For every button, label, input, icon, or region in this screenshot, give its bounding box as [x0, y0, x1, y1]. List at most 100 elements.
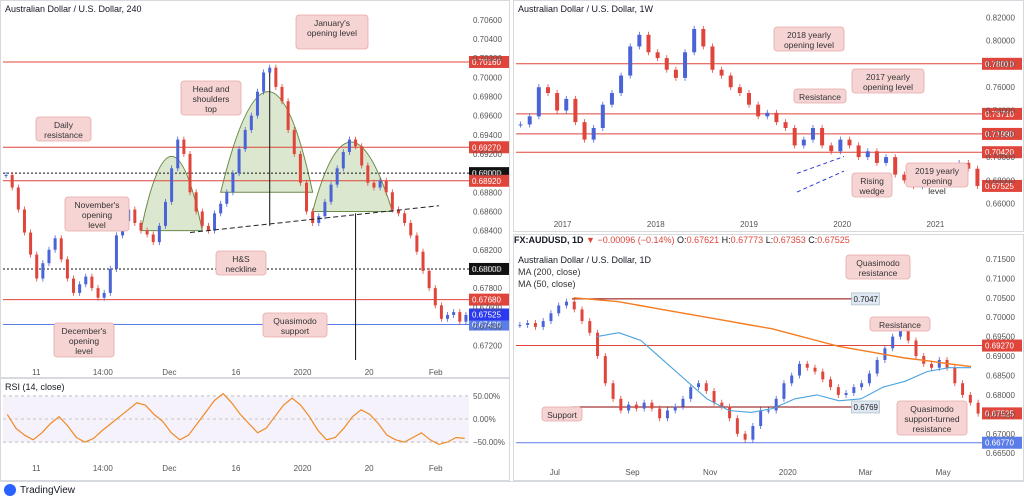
weekly-candle-body	[756, 104, 761, 117]
daily-level-box	[851, 292, 880, 306]
daily-candle-body	[836, 387, 840, 395]
daily-candle-body	[852, 387, 856, 393]
annotation-daily-resistance-bg	[869, 316, 931, 332]
h4-level-label: 0.67420	[472, 321, 501, 330]
annotation-2018-opening: opening level	[784, 40, 834, 50]
h4-candle-body	[59, 238, 63, 260]
open-label: O:	[677, 235, 687, 245]
daily-level-box	[851, 400, 880, 414]
h4-candle-body	[157, 225, 161, 243]
weekly-level-tag	[982, 146, 1022, 159]
rsi-series-line	[6, 392, 465, 446]
weekly-candle-body	[619, 75, 624, 94]
h4-last-price-tag	[469, 308, 509, 321]
daily-candle-body	[805, 363, 809, 368]
rsi-panel[interactable]: RSI (14, close) 50.00% 0.00% −50.00% 11 14:0…	[0, 378, 510, 481]
rsi-y-tick: 0.00%	[473, 415, 496, 424]
h4-candle-body	[213, 213, 217, 231]
h4-candle-body	[280, 86, 284, 102]
daily-chart-panel[interactable]: FX:AUDUSD, 1D ▼ −0.00096 (−0.14%) O:0.67…	[513, 234, 1024, 481]
annotation-december-opening: December's	[61, 326, 106, 336]
h4-candle-body	[65, 259, 69, 279]
weekly-candle-body	[683, 52, 688, 78]
rsi-y-tick: −50.00%	[473, 438, 505, 447]
weekly-last-price-label: 0.67525	[985, 182, 1014, 191]
h4-candle-body	[163, 201, 167, 226]
weekly-candle-body	[555, 93, 560, 111]
h4-candle-body	[170, 168, 174, 202]
daily-candle-body	[619, 398, 623, 411]
weekly-candle-body	[865, 151, 870, 158]
h4-candle-body	[139, 222, 143, 231]
hs-neckline	[189, 205, 440, 234]
daily-y-tick: 0.71500	[986, 255, 1015, 264]
h4-y-tick: 0.67400	[473, 322, 502, 331]
h4-candle-body	[182, 139, 186, 154]
daily-level-label: 0.69270	[985, 342, 1014, 351]
daily-candle-body	[813, 367, 817, 372]
rsi-x-tick: 16	[232, 464, 241, 473]
tradingview-logo[interactable]: TradingView	[4, 484, 75, 496]
h4-level-tag	[469, 293, 509, 306]
weekly-candle-body	[792, 127, 797, 146]
annotation-rising-wedge: wedge	[858, 186, 884, 196]
wedge-upper-line	[796, 156, 845, 174]
daily-candle-body	[642, 402, 646, 409]
h4-candle-body	[231, 173, 235, 193]
annotation-head-shoulders-bg	[180, 80, 242, 116]
h4-y-tick: 0.70200	[473, 54, 502, 63]
h4-candle-body	[108, 268, 112, 293]
ma200-label: MA (200, close)	[518, 267, 581, 277]
rsi-x-tick: 11	[32, 464, 41, 473]
h4-y-tick: 0.68200	[473, 246, 502, 255]
daily-candle-body	[603, 356, 607, 384]
daily-candle-body	[634, 404, 638, 409]
weekly-candle-body	[710, 46, 715, 70]
h4-candle-body	[4, 175, 8, 177]
daily-candle-body	[743, 433, 747, 440]
weekly-candle-body	[673, 69, 678, 78]
h4-candle-body	[403, 213, 407, 223]
weekly-candle-body	[902, 174, 907, 181]
h4-candle-body	[390, 192, 394, 210]
weekly-level-tag	[982, 57, 1022, 70]
h4-level-tag	[469, 55, 509, 68]
wedge-lower-line	[796, 170, 845, 193]
annotation-quasimodo-turned-bg	[896, 400, 968, 436]
daily-candle-body	[766, 410, 770, 412]
h4-candle-body	[298, 153, 302, 183]
h4-chart-panel[interactable]: Australian Dollar / U.S. Dollar, 240 0.7…	[0, 0, 510, 378]
h4-candle-body	[286, 101, 290, 130]
daily-chart[interactable]: 0.7047 0.69270 0.6769 0.67525 0.66770 0.71500…	[514, 235, 1023, 480]
h4-y-tick: 0.70400	[473, 35, 502, 44]
weekly-y-tick: 0.82000	[986, 13, 1015, 22]
weekly-candle-body	[646, 34, 651, 53]
daily-candle-body	[751, 426, 755, 440]
daily-candle-body	[790, 375, 794, 384]
close-label: C:	[808, 235, 818, 245]
h4-candle-body	[415, 235, 419, 252]
weekly-candle-body	[847, 139, 852, 146]
h4-candle-body	[22, 209, 26, 233]
h4-candle-body	[41, 263, 45, 279]
weekly-candle-body	[728, 75, 733, 88]
annotation-head-shoulders: shoulders	[193, 94, 230, 104]
weekly-chart-panel[interactable]: Australian Dollar / U.S. Dollar, 1W 0.78…	[513, 0, 1024, 232]
h4-y-tick: 0.69200	[473, 150, 502, 159]
h4-candle-body	[47, 249, 51, 264]
weekly-x-tick: 2020	[833, 220, 851, 229]
change-value: −0.00096 (−0.14%)	[597, 235, 675, 245]
annotation-2018-opening-bg	[773, 26, 845, 52]
daily-y-tick: 0.69000	[986, 352, 1015, 361]
h4-candle-body	[255, 91, 259, 116]
h4-level-tag	[469, 174, 509, 187]
daily-last-price-tag	[982, 407, 1022, 420]
daily-candle-body	[867, 373, 871, 384]
weekly-chart[interactable]: 0.78010 0.73710 0.71990 0.70420 0.67525 0.820…	[514, 1, 1023, 231]
daily-candle-body	[689, 387, 693, 399]
h4-y-tick: 0.70600	[473, 16, 502, 25]
rsi-chart[interactable]: 50.00%0.00%−50.00%11 14:00 Dec 16 2020 20 Feb	[1, 379, 509, 480]
footer-bar: TradingView	[0, 481, 1024, 499]
weekly-y-tick: 0.74000	[986, 107, 1015, 116]
